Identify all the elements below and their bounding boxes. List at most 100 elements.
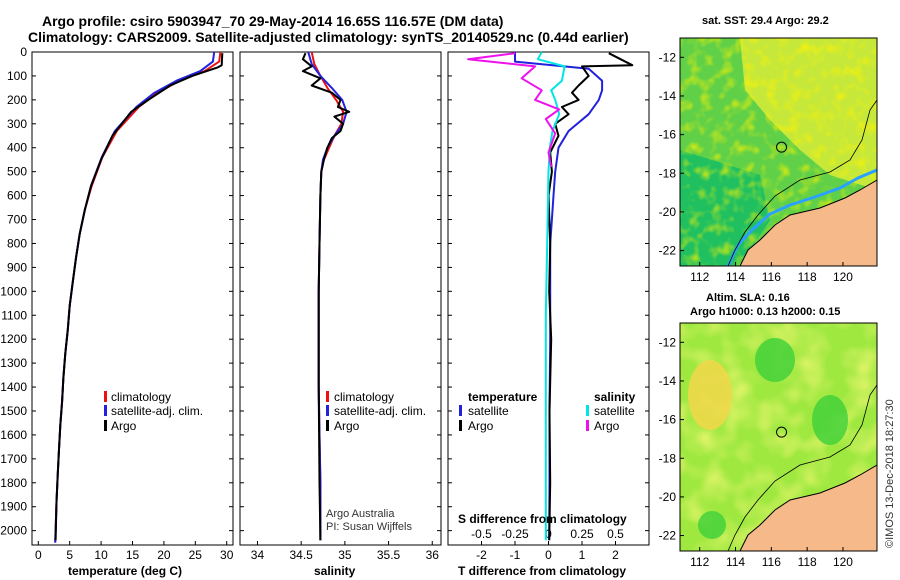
sst-coastline <box>739 179 877 266</box>
x-tick-label: 35 <box>338 548 352 562</box>
temperature-plot-frame <box>31 51 234 546</box>
series-line-temperature-satellite <box>514 52 604 541</box>
x-tick-label: 35.5 <box>377 548 401 562</box>
sla-bathymetry-contour <box>727 384 877 551</box>
difference-xlabel: T difference from climatology <box>458 564 626 578</box>
lat-tick-label: -20 <box>659 490 677 504</box>
salinity-xlabel: salinity <box>314 564 356 578</box>
lon-tick-label: 120 <box>833 555 853 569</box>
sla-coastline <box>739 464 877 551</box>
legend-t-argo-swatch <box>459 420 462 431</box>
x-tick-label: 30 <box>220 548 234 562</box>
credit-pi: PI: Susan Wijffels <box>326 521 412 533</box>
x-tick-label: 5 <box>66 548 73 562</box>
series-line-salinity-argo <box>467 52 561 168</box>
difference-salinity-legend: salinity satellite Argo <box>586 390 636 433</box>
sla-float-marker <box>776 426 788 438</box>
legend-climatology-label: climatology <box>334 390 394 404</box>
legend-argo-label: Argo <box>334 419 360 433</box>
sla-high-anomaly <box>688 360 732 430</box>
lon-tick-label: 118 <box>798 270 817 284</box>
temperature-series <box>54 51 224 543</box>
series-line-satellite-adj-clim- <box>307 51 348 541</box>
x-tick-label: -1 <box>510 548 521 562</box>
legend-t-satellite-swatch <box>459 405 462 416</box>
lat-tick-label: -16 <box>659 413 677 427</box>
salinity-series <box>301 51 351 541</box>
difference-series <box>467 51 634 541</box>
legend-temperature-title: temperature <box>468 390 538 404</box>
s-diff-tick-label: 0.25 <box>570 527 594 541</box>
sst-map-frame <box>679 37 878 267</box>
lat-tick-label: -16 <box>659 128 677 142</box>
legend-t-argo-label: Argo <box>468 419 494 433</box>
depth-tick-label: 600 <box>7 189 27 203</box>
depth-tick-label: 500 <box>7 165 27 179</box>
x-tick-label: 15 <box>126 548 140 562</box>
depth-tick-label: 2000 <box>0 524 27 538</box>
difference-x-ticks: -2 -1 0 1 2 <box>476 541 619 562</box>
lat-tick-label: -14 <box>659 374 677 388</box>
legend-s-argo-label: Argo <box>594 419 620 433</box>
sst-map-title: sat. SST: 29.4 Argo: 29.2 <box>702 15 829 27</box>
series-line-climatology <box>54 51 222 543</box>
depth-tick-label: 1700 <box>0 452 27 466</box>
depth-tick-label: 900 <box>7 260 27 274</box>
lat-tick-label: -12 <box>659 335 677 349</box>
lon-tick-label: 120 <box>833 270 853 284</box>
legend-climatology-swatch <box>104 391 107 402</box>
sst-shelf-edge <box>726 168 877 266</box>
series-line-climatology <box>310 51 345 541</box>
x-tick-label: 20 <box>157 548 171 562</box>
legend-climatology-label: climatology <box>111 390 171 404</box>
lon-tick-label: 112 <box>690 270 709 284</box>
legend-satellite-swatch <box>326 405 329 416</box>
salinity-x-ticks: 34 34.5 35 35.5 36 <box>251 541 439 562</box>
depth-tick-label: 400 <box>7 141 27 155</box>
salinity-plot-frame <box>239 51 442 546</box>
sla-map: Altim. SLA: 0.16 Argo h1000: 0.13 h2000:… <box>659 292 878 569</box>
temperature-x-ticks: 0 5 10 15 20 25 30 <box>35 541 234 562</box>
lon-tick-label: 116 <box>762 270 781 284</box>
lon-tick-label: 112 <box>690 555 709 569</box>
difference-temperature-legend: temperature satellite Argo <box>459 390 538 433</box>
sla-lat-ticks: -12 -14 -16 -18 -20 -22 <box>659 335 684 543</box>
s-diff-tick-label: -0.25 <box>501 527 529 541</box>
x-tick-label: 25 <box>189 548 203 562</box>
lon-tick-label: 114 <box>726 555 745 569</box>
sla-land <box>740 465 877 551</box>
depth-axis-ticks <box>32 51 233 532</box>
lat-tick-label: -18 <box>659 451 677 465</box>
sla-low-anomaly-3 <box>698 511 726 539</box>
legend-climatology-swatch <box>326 391 329 402</box>
series-line-argo <box>301 52 351 541</box>
salinity-depth-ticks <box>240 51 441 532</box>
depth-axis-labels: 0 100 200 300 400 500 600 700 800 900 1000 1100 1200… <box>0 45 27 538</box>
x-tick-label: 2 <box>612 548 619 562</box>
depth-tick-label: 700 <box>7 213 27 227</box>
sla-map-title2: Argo h1000: 0.13 h2000: 0.15 <box>690 306 840 318</box>
legend-argo-swatch <box>104 420 107 431</box>
legend-satellite-swatch <box>104 405 107 416</box>
depth-tick-label: 100 <box>7 69 27 83</box>
depth-tick-label: 1200 <box>0 332 27 346</box>
depth-tick-label: 1900 <box>0 500 27 514</box>
lon-tick-label: 116 <box>762 555 781 569</box>
lat-tick-label: -20 <box>659 205 677 219</box>
sla-low-anomaly-2 <box>812 395 848 445</box>
lon-tick-label: 118 <box>798 555 817 569</box>
sla-lon-ticks: 112 114 116 118 120 <box>690 547 853 569</box>
depth-tick-label: 200 <box>7 93 27 107</box>
x-tick-label: 0 <box>545 548 552 562</box>
lat-tick-label: -22 <box>659 244 677 258</box>
sst-land <box>740 180 877 266</box>
s-diff-tick-label: 0.5 <box>607 527 624 541</box>
series-line-temperature-argo <box>547 52 634 541</box>
x-tick-label: 10 <box>94 548 108 562</box>
depth-tick-label: 1000 <box>0 284 27 298</box>
sst-map: sat. SST: 29.4 Argo: 29.2 -12 -14 -16 -18 -2… <box>659 15 878 284</box>
legend-satellite-label: satellite-adj. clim. <box>334 404 426 418</box>
depth-tick-label: 1500 <box>0 404 27 418</box>
temperature-xlabel: temperature (deg C) <box>68 564 182 578</box>
lat-tick-label: -12 <box>659 50 677 64</box>
